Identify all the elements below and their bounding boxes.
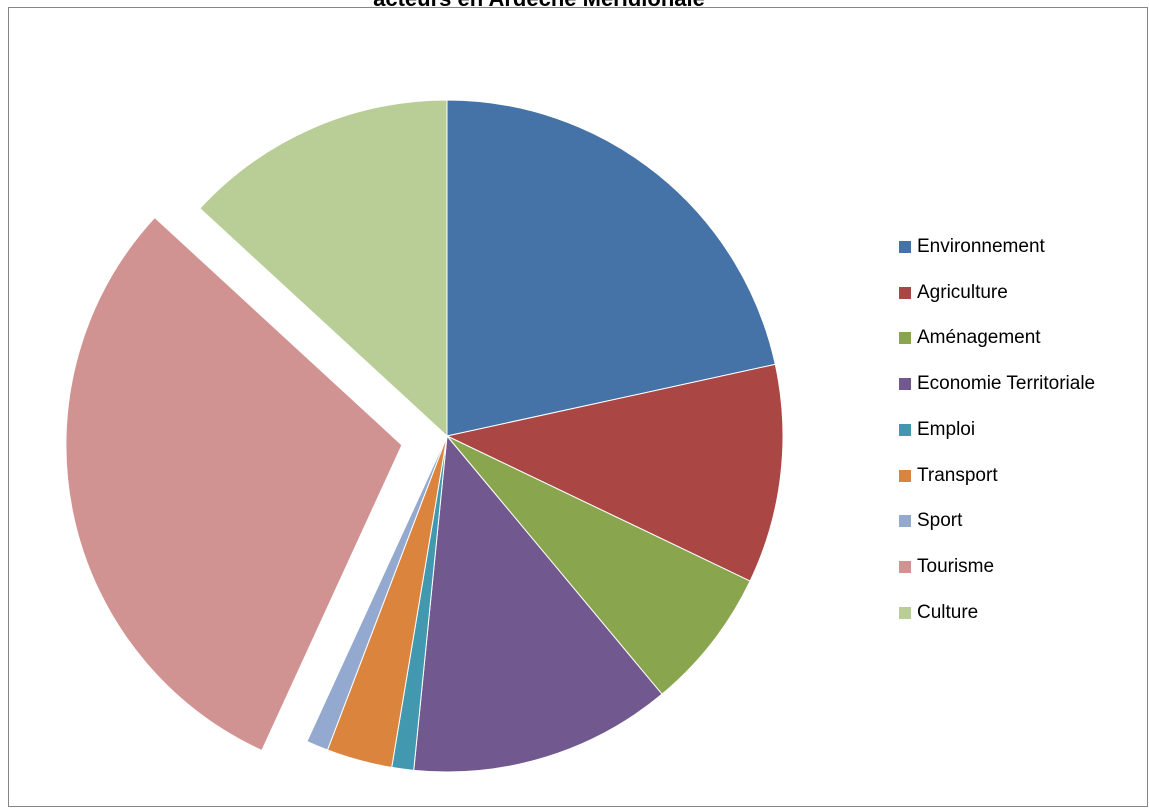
legend-swatch	[899, 515, 911, 528]
pie-slice-economie-territoriale	[413, 434, 663, 773]
legend-swatch	[899, 606, 911, 619]
legend-label: Emploi	[917, 418, 976, 440]
legend-item: Environnement	[899, 236, 1045, 258]
legend-label: Culture	[917, 601, 979, 623]
pie-slice-sport	[306, 435, 448, 751]
pie-slice-am-nagement	[446, 435, 751, 695]
legend-item: Transport	[899, 465, 998, 487]
pie-chart	[65, 99, 784, 773]
legend-swatch	[899, 423, 911, 436]
legend-label: Aménagement	[917, 327, 1041, 349]
chart-title: acteurs en Ardèche Méridionale	[9, 0, 1069, 12]
legend-item: Culture	[899, 602, 978, 624]
legend-swatch	[899, 560, 911, 573]
pie-slice-culture	[199, 99, 448, 438]
legend-label: Agriculture	[917, 281, 1008, 303]
legend-item: Agriculture	[899, 282, 1008, 304]
legend-item: Economie Territoriale	[899, 373, 1095, 395]
legend-label: Economie Territoriale	[917, 373, 1096, 395]
legend-item: Tourisme	[899, 556, 994, 578]
legend-swatch	[899, 332, 911, 345]
pie-slice-tourisme	[65, 216, 403, 752]
legend-label: Tourisme	[917, 555, 995, 577]
legend-label: Transport	[917, 464, 998, 486]
pie-slice-environnement	[446, 99, 776, 437]
legend-item: Emploi	[899, 419, 975, 441]
legend-item: Sport	[899, 510, 962, 532]
legend-item: Aménagement	[899, 327, 1041, 349]
chart-area: acteurs en Ardèche Méridionale Environne…	[8, 0, 1148, 807]
legend-swatch	[899, 378, 911, 391]
legend-swatch	[899, 286, 911, 299]
pie-slice-agriculture	[445, 363, 784, 582]
legend-swatch	[899, 241, 911, 253]
legend-swatch	[899, 469, 911, 482]
legend-label: Environnement	[917, 236, 1045, 257]
legend-label: Sport	[917, 510, 963, 532]
